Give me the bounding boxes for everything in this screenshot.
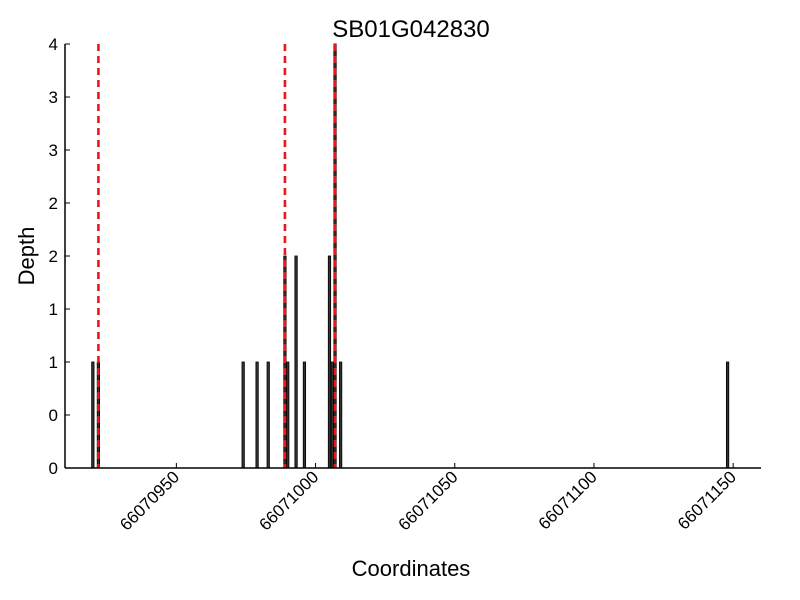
y-tick-label: 0: [49, 459, 58, 478]
y-tick-label: 1: [49, 300, 58, 319]
x-axis-label: Coordinates: [352, 556, 471, 581]
bar-6: [286, 361, 290, 469]
y-tick-label: 2: [49, 194, 58, 213]
y-tick-label: 2: [49, 247, 58, 266]
y-tick-label: 4: [49, 35, 58, 54]
bar-13: [725, 361, 730, 469]
bar-0: [91, 361, 95, 469]
bar-9: [327, 255, 332, 469]
bars-group: [91, 43, 730, 469]
bar-12: [339, 361, 343, 469]
x-tick-label: 66071000: [255, 467, 322, 534]
x-tick-label: 66070950: [116, 467, 183, 534]
bar-4: [266, 361, 270, 469]
x-tick-label: 66071100: [535, 467, 601, 533]
y-tick-label: 1: [49, 353, 58, 372]
reference-lines-group: [97, 44, 337, 468]
y-tick-label: 3: [49, 88, 58, 107]
y-tick-label: 0: [49, 406, 58, 425]
y-axis-label: Depth: [14, 227, 39, 286]
x-tick-label: 66071150: [674, 467, 740, 533]
bar-3: [255, 361, 259, 469]
y-tick-label: 3: [49, 141, 58, 160]
bar-2: [241, 361, 245, 469]
bar-10: [330, 361, 334, 469]
y-ticks-group: 0 0 1 1 2 2 3 3 4: [49, 35, 70, 478]
x-ticks-group: 66070950 66071000 66071050 66071100 66071150: [116, 463, 740, 534]
bar-8: [302, 361, 307, 469]
x-tick-label: 66071050: [395, 467, 462, 534]
bar-7: [294, 255, 298, 469]
chart-title: SB01G042830: [332, 16, 489, 43]
